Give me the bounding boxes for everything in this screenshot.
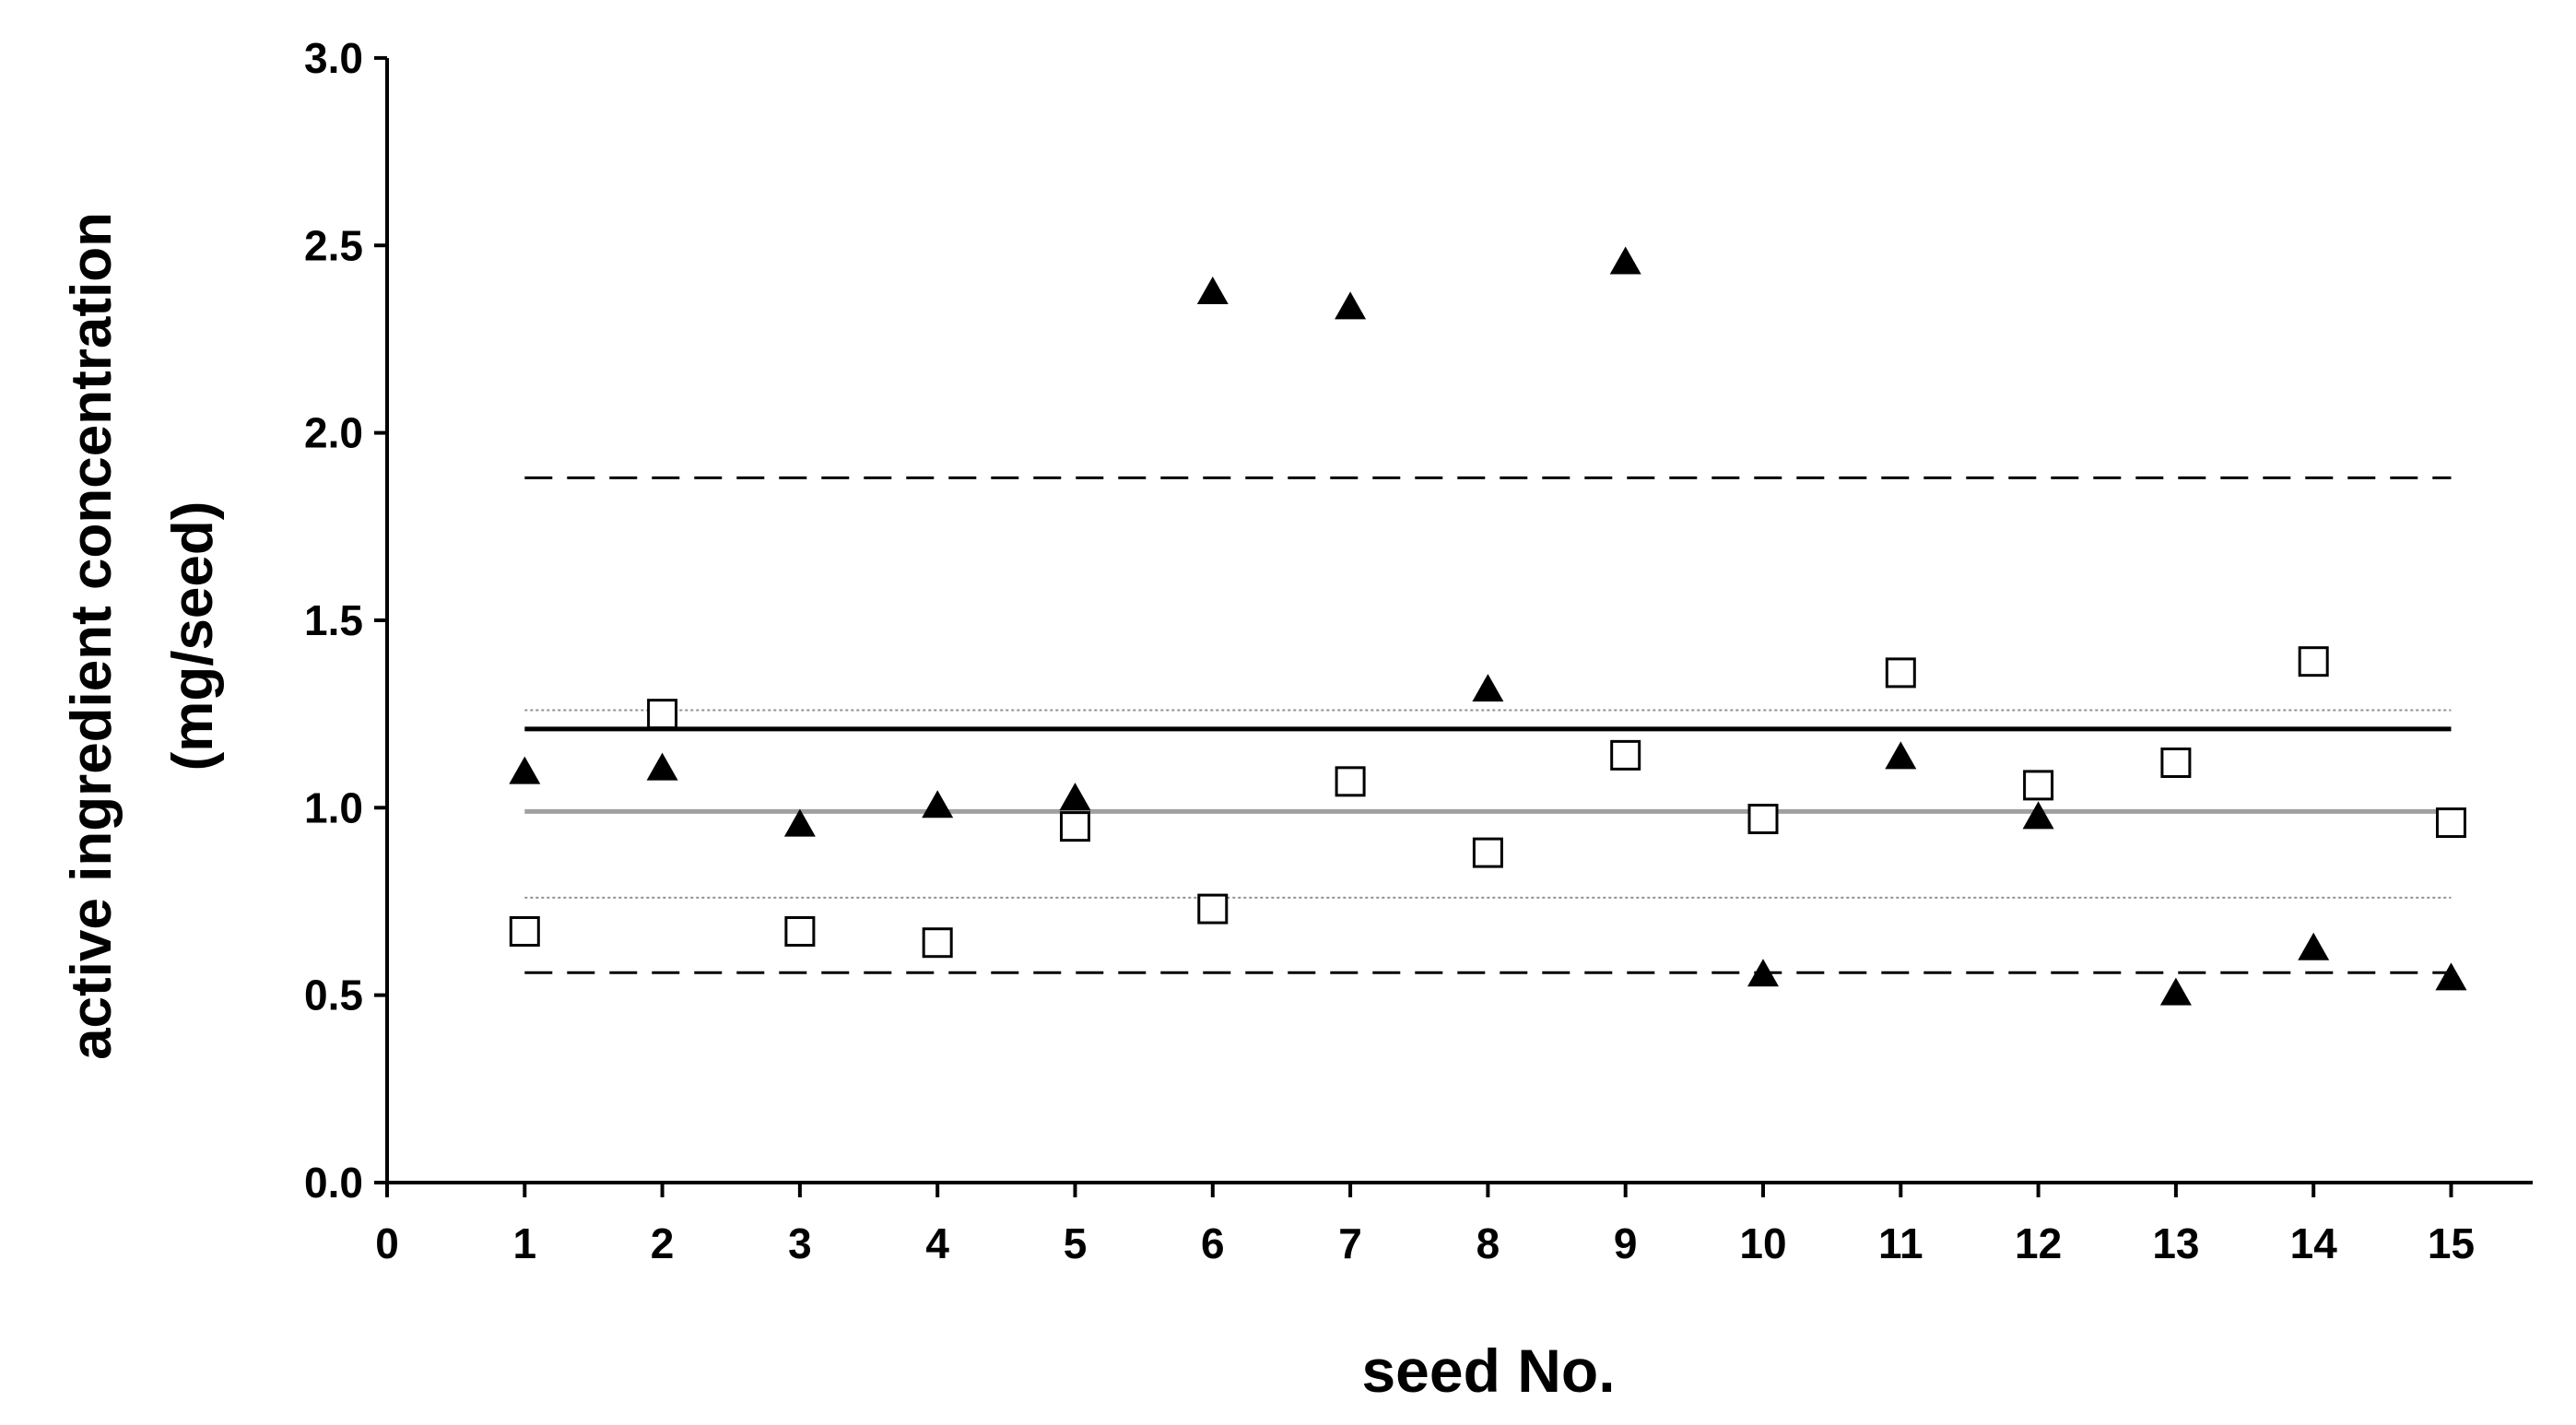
y-tick-label: 2.0 bbox=[304, 409, 363, 457]
x-tick-label: 14 bbox=[2290, 1219, 2338, 1267]
y-tick-label: 1.0 bbox=[304, 783, 363, 831]
square-point bbox=[1885, 657, 1916, 689]
square-point bbox=[1472, 837, 1503, 868]
x-tick-label: 7 bbox=[1338, 1219, 1362, 1267]
triangle-point bbox=[2022, 801, 2054, 830]
triangle-point bbox=[1059, 783, 1091, 811]
triangle-point bbox=[1885, 741, 1917, 770]
square-point bbox=[1610, 739, 1641, 771]
square-point bbox=[784, 916, 816, 948]
triangle-point bbox=[1335, 291, 1367, 320]
triangle-point bbox=[2435, 962, 2467, 991]
x-tick-label: 12 bbox=[2015, 1219, 2062, 1267]
y-tick-label: 2.5 bbox=[304, 221, 363, 269]
y-tick-label: 3.0 bbox=[304, 34, 363, 82]
x-axis-title: seed No. bbox=[1361, 1337, 1615, 1405]
triangle-point bbox=[783, 808, 816, 837]
x-tick-label: 5 bbox=[1064, 1219, 1088, 1267]
triangle-point bbox=[646, 752, 678, 781]
y-tick-label: 1.5 bbox=[304, 596, 363, 644]
x-tick-label: 2 bbox=[651, 1219, 675, 1267]
square-point bbox=[1060, 811, 1090, 842]
square-point bbox=[2436, 807, 2466, 839]
triangle-point bbox=[2159, 977, 2192, 1006]
axes bbox=[385, 58, 2533, 1184]
square-point bbox=[647, 699, 678, 730]
triangle-point bbox=[509, 756, 541, 784]
y-tick-label: 0.5 bbox=[304, 972, 363, 1019]
y-tick-label: 0.0 bbox=[304, 1159, 363, 1207]
square-point bbox=[922, 927, 953, 959]
x-tick-label: 3 bbox=[788, 1219, 812, 1267]
square-point bbox=[1335, 766, 1366, 797]
x-tick-label: 1 bbox=[513, 1219, 537, 1267]
triangle-point bbox=[1609, 246, 1641, 275]
square-point bbox=[2160, 747, 2192, 778]
tick-marks bbox=[374, 55, 2453, 1197]
x-tick-label: 9 bbox=[1614, 1219, 1638, 1267]
x-tick-label: 4 bbox=[925, 1219, 949, 1267]
x-tick-label: 8 bbox=[1476, 1219, 1500, 1267]
x-tick-label: 10 bbox=[1739, 1219, 1786, 1267]
square-point bbox=[1197, 893, 1229, 924]
triangle-point bbox=[1747, 959, 1779, 987]
tick-labels: 0.00.51.01.52.02.53.00 1 2 3 4 5 6 7 8 9 10 11 12 13 1… bbox=[304, 34, 2475, 1267]
y-axis-title-line1: active ingredient concentration bbox=[60, 212, 124, 1060]
x-tick-label: 11 bbox=[1878, 1219, 1923, 1267]
square-point bbox=[1747, 804, 1779, 835]
square-point bbox=[509, 916, 540, 948]
x-tick-label: 6 bbox=[1201, 1219, 1225, 1267]
x-tick-label: 13 bbox=[2152, 1219, 2199, 1267]
plot-area bbox=[509, 246, 2467, 1006]
x-tick-label: 0 bbox=[375, 1219, 399, 1267]
y-axis-title-line2: (mg/seed) bbox=[161, 501, 225, 771]
square-point bbox=[2298, 646, 2329, 677]
triangle-point bbox=[1472, 674, 1504, 702]
triangle-point bbox=[1196, 277, 1229, 305]
x-tick-label: 15 bbox=[2428, 1219, 2475, 1267]
square-point bbox=[2023, 770, 2054, 801]
triangle-point bbox=[2298, 932, 2330, 960]
triangle-point bbox=[922, 790, 954, 818]
